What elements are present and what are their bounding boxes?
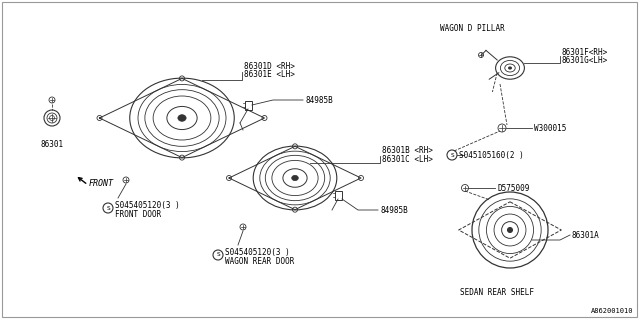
Text: S: S <box>450 153 454 157</box>
Text: 84985B: 84985B <box>305 95 333 105</box>
Text: S045405120(3 ): S045405120(3 ) <box>225 247 290 257</box>
Text: 86301A: 86301A <box>572 230 600 239</box>
Text: S: S <box>106 205 110 211</box>
Text: 84985B: 84985B <box>380 205 408 214</box>
Text: S: S <box>216 252 220 258</box>
Ellipse shape <box>508 67 512 70</box>
Text: D575009: D575009 <box>497 183 529 193</box>
Text: FRONT DOOR: FRONT DOOR <box>115 210 161 219</box>
Bar <box>335 190 342 199</box>
Bar <box>244 100 252 109</box>
Text: WAGON D PILLAR: WAGON D PILLAR <box>440 23 505 33</box>
Text: A862001010: A862001010 <box>591 308 633 314</box>
Text: 86301E <LH>: 86301E <LH> <box>244 69 295 78</box>
Text: 86301G<LH>: 86301G<LH> <box>562 55 608 65</box>
Text: 86301: 86301 <box>40 140 63 149</box>
Text: FRONT: FRONT <box>89 179 114 188</box>
Text: W300015: W300015 <box>534 124 566 132</box>
Ellipse shape <box>292 175 298 180</box>
Text: 86301F<RH>: 86301F<RH> <box>562 47 608 57</box>
Circle shape <box>507 227 513 233</box>
Text: SEDAN REAR SHELF: SEDAN REAR SHELF <box>460 288 534 297</box>
Text: 86301D <RH>: 86301D <RH> <box>244 61 295 70</box>
Text: 86301C <LH>: 86301C <LH> <box>382 155 433 164</box>
Text: S045405120(3 ): S045405120(3 ) <box>115 201 180 210</box>
Text: WAGON REAR DOOR: WAGON REAR DOOR <box>225 257 294 266</box>
Text: S045105160(2 ): S045105160(2 ) <box>459 150 524 159</box>
Text: 86301B <RH>: 86301B <RH> <box>382 146 433 155</box>
Ellipse shape <box>178 115 186 121</box>
